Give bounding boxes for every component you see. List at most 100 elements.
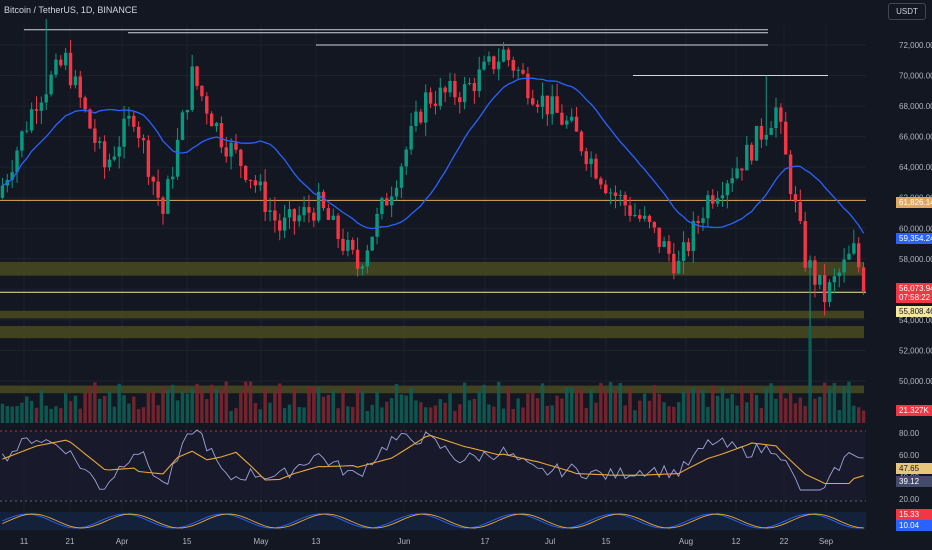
candle-body (190, 66, 194, 110)
volume-bar (526, 393, 530, 423)
stoch-value-label: 15.33 (899, 510, 920, 519)
x-tick-label: Jul (545, 537, 555, 546)
candle-body (535, 104, 540, 107)
volume-bar (730, 394, 734, 423)
volume-bar (136, 409, 141, 423)
candle-body (788, 154, 793, 195)
volume-bar (0, 403, 5, 423)
rsi-panel (0, 431, 866, 501)
candle-body (93, 128, 97, 143)
candle-body (15, 150, 19, 173)
volume-bar (302, 407, 306, 423)
volume-bar (696, 388, 700, 423)
candles (0, 19, 866, 394)
candle-body (258, 181, 262, 186)
x-tick-label: 21 (66, 537, 75, 546)
rsi-value-label: 47.65 (899, 464, 920, 473)
rsi-line (2, 429, 864, 491)
candle-body (200, 85, 204, 97)
candle-body (88, 109, 92, 129)
candle-body (316, 191, 321, 221)
volume-bar (608, 381, 613, 423)
volume-bar (550, 405, 554, 423)
volume-bar (73, 395, 78, 423)
volume-bar (34, 407, 39, 423)
candle-body (438, 87, 443, 106)
candle-body (219, 123, 224, 148)
candle-body (423, 92, 428, 123)
volume-bar (161, 387, 165, 423)
candle-body (136, 126, 141, 139)
candle-body (44, 94, 48, 103)
candle-body (370, 236, 374, 251)
candle-body (487, 56, 491, 62)
candle-body (584, 151, 588, 165)
price-tag-label: 55,808.46 (899, 307, 932, 316)
volume-bar (205, 399, 209, 423)
y-tick-label: 52,000.00 (899, 346, 932, 355)
volume-bar (701, 390, 705, 423)
volume-bar (706, 406, 710, 423)
volume-bar (545, 405, 550, 423)
candle-body (749, 144, 754, 161)
candle-body (341, 238, 345, 251)
candle-body (326, 208, 331, 220)
x-tick-label: 17 (481, 537, 490, 546)
volume-bar (482, 384, 486, 423)
candle-body (409, 126, 413, 150)
candle-body (599, 178, 603, 185)
candle-body (229, 142, 233, 157)
volume-bar (749, 389, 754, 423)
candle-body (696, 220, 700, 223)
rsi-tick-label: 80.00 (899, 429, 920, 438)
price-tag: 55,808.46 (896, 306, 932, 317)
candle-body (711, 195, 715, 204)
candle-body (540, 95, 545, 107)
volume-bar (341, 389, 345, 423)
volume-bar (380, 407, 384, 423)
volume-bar (185, 393, 190, 423)
candle-body (243, 165, 248, 180)
candle-body (793, 194, 798, 202)
rsi-value-label: 39.12 (899, 477, 920, 486)
currency-button[interactable]: USDT (888, 3, 926, 20)
volume-bar (316, 386, 321, 423)
volume-bar (555, 395, 559, 423)
candle-body (769, 127, 773, 135)
candle-body (224, 147, 228, 157)
volume-bar (389, 398, 394, 423)
candle-body (312, 212, 316, 221)
candle-body (156, 181, 160, 198)
y-tick-label: 58,000.00 (899, 255, 932, 264)
volume-bar (282, 408, 287, 423)
candle-body (175, 139, 180, 177)
volume-bar (195, 383, 199, 423)
volume-bar (351, 406, 355, 423)
candle-body (569, 116, 574, 121)
volume-bar (321, 396, 326, 423)
candle-body (672, 253, 676, 274)
candle-body (433, 103, 438, 106)
candle-body (166, 179, 170, 214)
candle-body (375, 213, 379, 237)
volume-bar (496, 381, 501, 423)
volume-bar (691, 387, 695, 423)
volume-bar (686, 389, 691, 423)
volume-bar (832, 383, 837, 423)
volume-bar (107, 392, 112, 423)
candle-body (336, 215, 340, 239)
volume-bar (487, 404, 491, 423)
candle-body (774, 107, 778, 128)
candle-body (779, 107, 783, 122)
candle-body (453, 80, 457, 98)
candle-body (141, 138, 146, 141)
volume-bar (312, 386, 316, 423)
candle-body (560, 112, 564, 125)
candle-body (253, 180, 258, 186)
candle-body (404, 149, 408, 167)
volume-bar (385, 401, 389, 423)
y-tick-label: 70,000.00 (899, 72, 932, 81)
volume-bar (852, 405, 856, 423)
candle-body (102, 141, 107, 168)
